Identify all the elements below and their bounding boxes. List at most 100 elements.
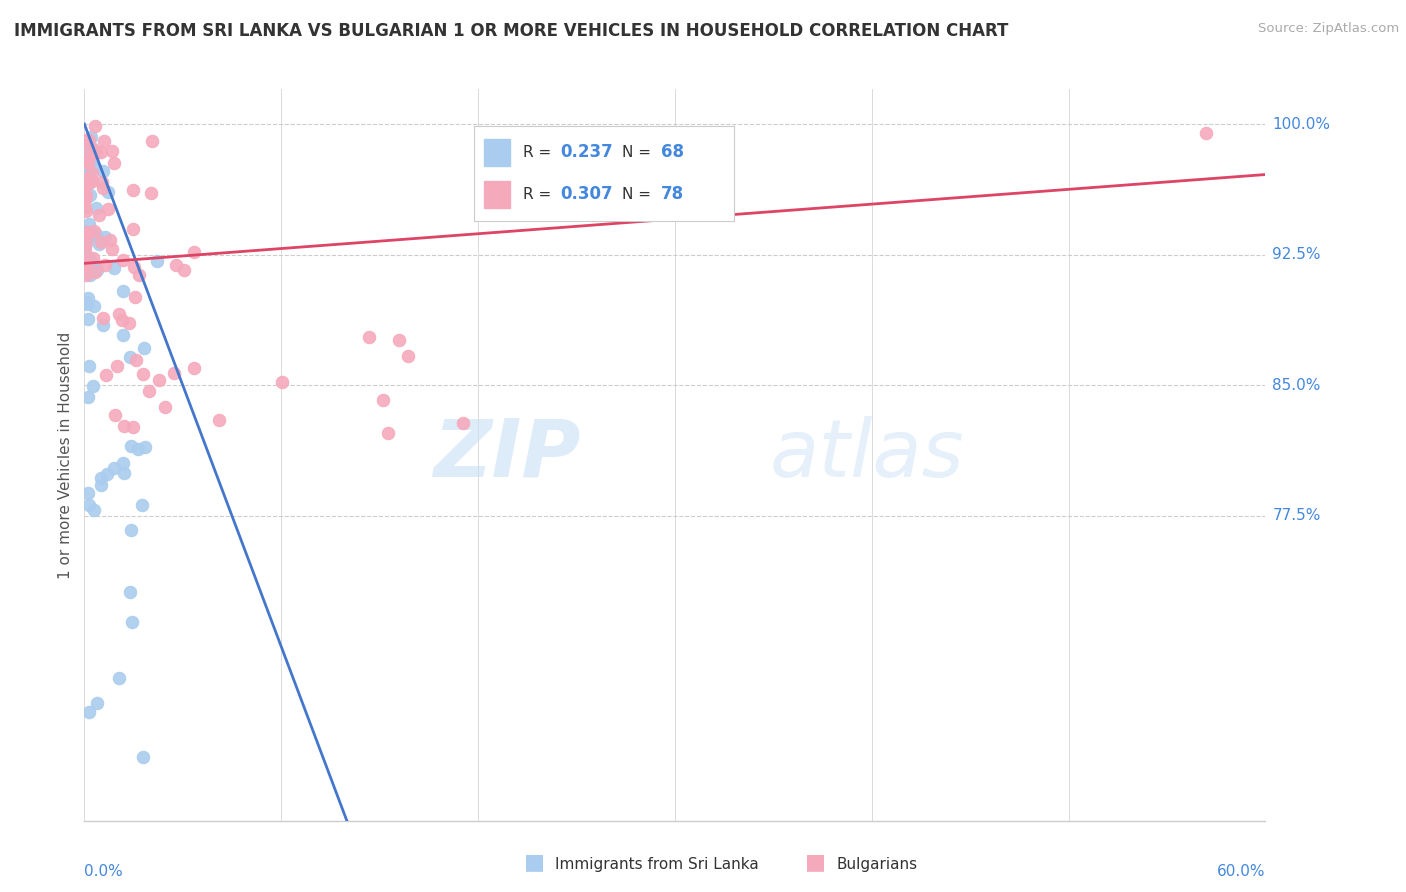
- Point: [97, 185, 120, 199]
- Point: [105, 359, 128, 374]
- Text: 100.0%: 100.0%: [1272, 117, 1330, 131]
- Point: [132, 750, 155, 764]
- Point: [108, 307, 131, 321]
- Point: [83, 299, 105, 313]
- Point: [101, 144, 124, 158]
- Point: [103, 261, 125, 276]
- Text: N =: N =: [623, 145, 657, 160]
- Point: [112, 466, 135, 480]
- Point: [82, 160, 104, 174]
- Point: [103, 460, 125, 475]
- Point: [121, 439, 143, 453]
- Point: [86, 263, 108, 277]
- Point: [94, 229, 117, 244]
- Point: [82, 251, 104, 265]
- Point: [80, 166, 103, 180]
- Text: Bulgarians: Bulgarians: [837, 857, 918, 872]
- Point: [75, 143, 97, 157]
- Point: [82, 174, 104, 188]
- Point: [93, 258, 115, 272]
- Text: ZIP: ZIP: [433, 416, 581, 494]
- Point: [77, 359, 100, 373]
- Point: [76, 174, 98, 188]
- Point: [80, 140, 103, 154]
- Point: [73, 180, 96, 194]
- Point: [77, 156, 100, 170]
- Point: [165, 258, 187, 272]
- Text: atlas: atlas: [769, 416, 965, 494]
- Text: 60.0%: 60.0%: [1218, 864, 1265, 880]
- Text: 77.5%: 77.5%: [1272, 508, 1320, 524]
- Point: [120, 350, 142, 364]
- Point: [79, 129, 101, 144]
- Point: [388, 333, 411, 347]
- Point: [153, 400, 176, 414]
- Point: [134, 440, 156, 454]
- Point: [90, 175, 112, 189]
- Point: [79, 188, 101, 202]
- Point: [98, 233, 121, 247]
- Point: [90, 235, 112, 249]
- Point: [77, 217, 100, 231]
- Point: [120, 524, 142, 538]
- Point: [84, 119, 107, 133]
- Point: [84, 145, 107, 160]
- Text: ■: ■: [524, 853, 544, 872]
- Text: IMMIGRANTS FROM SRI LANKA VS BULGARIAN 1 OR MORE VEHICLES IN HOUSEHOLD CORRELATI: IMMIGRANTS FROM SRI LANKA VS BULGARIAN 1…: [14, 22, 1008, 40]
- Point: [97, 202, 120, 216]
- Text: 0.237: 0.237: [560, 144, 613, 161]
- Text: N =: N =: [623, 186, 657, 202]
- Text: R =: R =: [523, 145, 557, 160]
- Point: [83, 502, 105, 516]
- Point: [86, 696, 108, 710]
- Point: [84, 227, 107, 242]
- Point: [77, 292, 100, 306]
- Point: [87, 236, 110, 251]
- Point: [79, 254, 101, 268]
- Point: [84, 201, 107, 215]
- Text: 85.0%: 85.0%: [1272, 377, 1320, 392]
- Point: [128, 268, 150, 283]
- Point: [90, 145, 112, 160]
- Point: [120, 585, 142, 599]
- Point: [77, 706, 100, 720]
- Point: [80, 154, 103, 169]
- Point: [100, 242, 122, 256]
- Point: [93, 311, 115, 326]
- Text: R =: R =: [523, 186, 557, 202]
- Point: [73, 257, 96, 271]
- Point: [131, 498, 153, 512]
- Point: [117, 316, 139, 330]
- Point: [1195, 126, 1218, 140]
- Point: [75, 295, 97, 310]
- Text: Immigrants from Sri Lanka: Immigrants from Sri Lanka: [555, 857, 759, 872]
- Text: 0.307: 0.307: [560, 186, 613, 203]
- Point: [76, 228, 98, 243]
- Point: [75, 235, 97, 250]
- Point: [77, 151, 100, 165]
- Point: [124, 290, 146, 304]
- Point: [357, 330, 380, 344]
- Point: [270, 375, 292, 389]
- Point: [73, 163, 96, 178]
- Text: 78: 78: [661, 186, 685, 203]
- Point: [141, 134, 163, 148]
- Point: [96, 467, 118, 481]
- Bar: [485, 181, 510, 208]
- Point: [94, 368, 117, 382]
- Point: [148, 373, 170, 387]
- Point: [112, 328, 135, 343]
- Point: [132, 368, 155, 382]
- Point: [76, 155, 98, 169]
- Point: [107, 671, 129, 685]
- Point: [183, 361, 205, 376]
- Point: [84, 227, 107, 241]
- Point: [77, 485, 100, 500]
- Point: [138, 384, 160, 398]
- Text: 68: 68: [661, 144, 685, 161]
- Point: [79, 141, 101, 155]
- Point: [79, 268, 101, 283]
- Point: [75, 268, 97, 282]
- Point: [121, 183, 143, 197]
- Point: [122, 260, 145, 275]
